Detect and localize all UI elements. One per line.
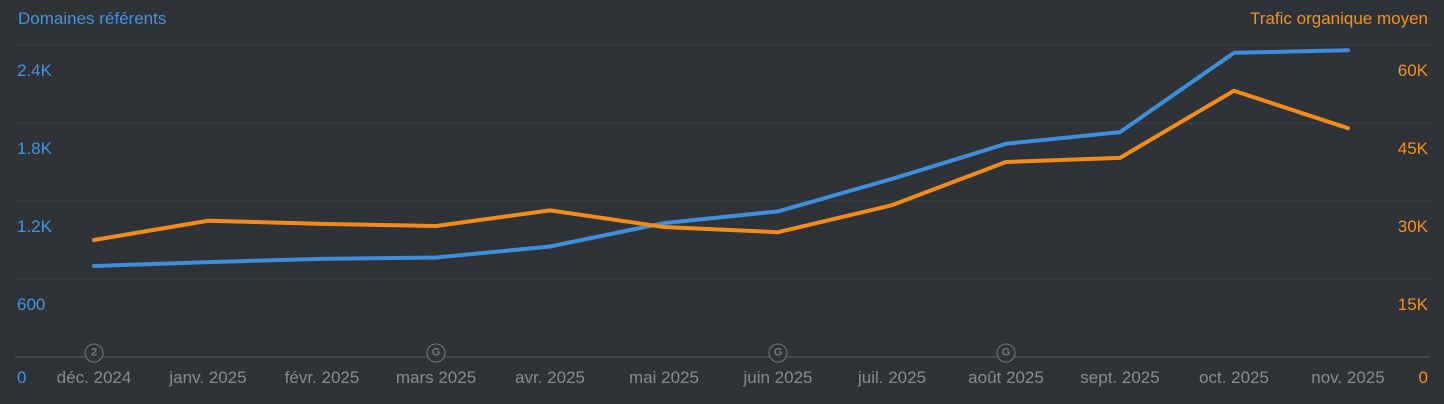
x-tick-label: févr. 2025	[284, 368, 360, 387]
series-line-referring-domains	[92, 48, 1350, 268]
x-tick-label: mai 2025	[629, 368, 699, 387]
y-tick-left: 1.2K	[17, 217, 52, 236]
y-tick-right: 45K	[1397, 139, 1428, 158]
google-update-badge[interactable]: G	[768, 343, 788, 363]
x-tick-label: oct. 2025	[1199, 368, 1269, 387]
google-update-badge[interactable]: G	[426, 343, 446, 363]
y-tick-left: 2.4K	[17, 61, 52, 80]
y-tick-right-zero: 0	[1418, 368, 1428, 387]
x-tick-label: juil. 2025	[857, 368, 927, 387]
x-tick-label: nov. 2025	[1311, 368, 1385, 387]
x-tick-label: avr. 2025	[515, 368, 585, 387]
google-update-badge[interactable]: G	[996, 343, 1016, 363]
y-tick-left: 600	[17, 295, 46, 314]
x-tick-label: sept. 2025	[1080, 368, 1160, 387]
series-line-organic-traffic	[92, 88, 1350, 242]
y-tick-right: 60K	[1397, 61, 1428, 80]
x-tick-label: août 2025	[968, 368, 1044, 387]
left-axis-title: Domaines référents	[18, 9, 167, 28]
x-tick-label: déc. 2024	[56, 368, 132, 387]
y-tick-left: 1.8K	[17, 139, 52, 158]
x-tick-label: mars 2025	[395, 368, 477, 387]
y-tick-right: 15K	[1397, 295, 1428, 314]
x-tick-label: juin 2025	[743, 368, 813, 387]
x-tick-label: janv. 2025	[169, 368, 247, 387]
y-tick-left-zero: 0	[17, 368, 27, 387]
event-count-badge[interactable]: 2	[84, 343, 104, 363]
right-axis-title: Trafic organique moyen	[1250, 9, 1428, 28]
y-tick-right: 30K	[1397, 217, 1428, 236]
